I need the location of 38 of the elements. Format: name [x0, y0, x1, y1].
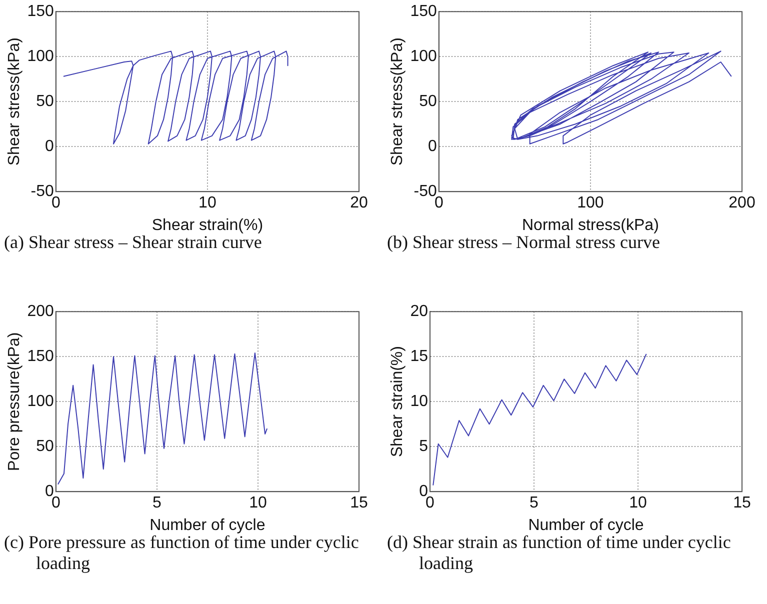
y-axis-title: Pore pressure(kPa) — [6, 332, 24, 471]
text: (c) Pore pressure as function of time under cyclic loading — [3, 532, 360, 574]
x-tick-label: 15 — [350, 494, 368, 512]
y-tick-label: 100 — [27, 48, 54, 66]
y-axis-title: Shear stress(kPa) — [6, 38, 24, 166]
y-tick-label: 150 — [410, 3, 437, 20]
y-tick-label: 100 — [27, 393, 54, 410]
x-tick-label: 10 — [249, 494, 267, 512]
text: (a) Shear stress – Shear strain curve — [3, 232, 263, 253]
y-tick-label: 150 — [27, 348, 54, 366]
y-tick-label: 50 — [419, 93, 437, 110]
y-tick-label: 100 — [410, 48, 437, 66]
y-axis-title: Shear stress(kPa) — [389, 38, 406, 166]
x-axis-title: Number of cycle — [528, 516, 644, 534]
text: (b) Shear stress – Normal stress curve — [386, 232, 661, 253]
x-tick-label: 100 — [577, 194, 604, 212]
x-axis-title: Normal stress(kPa) — [522, 216, 659, 234]
x-tick-label: 10 — [629, 494, 647, 512]
y-tick-label: 15 — [410, 348, 428, 366]
y-tick-label: 50 — [36, 93, 54, 110]
y-tick-label: 0 — [44, 138, 54, 156]
x-tick-label: 5 — [530, 494, 539, 512]
x-tick-label: 15 — [733, 494, 751, 512]
x-tick-label: 20 — [350, 194, 368, 212]
y-tick-label: 0 — [428, 138, 437, 156]
y-tick-label: 5 — [419, 438, 428, 456]
x-tick-label: 10 — [198, 194, 216, 212]
y-tick-label: 10 — [410, 393, 428, 410]
y-tick-label: 50 — [36, 438, 54, 456]
y-tick-label: 150 — [27, 3, 54, 20]
x-tick-label: 5 — [152, 494, 162, 512]
y-tick-label: 200 — [27, 303, 54, 320]
y-axis-title: Shear strain(%) — [389, 346, 406, 458]
y-tick-label: 20 — [410, 303, 428, 320]
x-tick-label: 200 — [728, 194, 756, 212]
x-axis-title: Shear strain(%) — [152, 216, 264, 234]
x-axis-title: Number of cycle — [150, 516, 266, 534]
text: (d) Shear strain as function of time under cyclic loading — [386, 532, 732, 574]
